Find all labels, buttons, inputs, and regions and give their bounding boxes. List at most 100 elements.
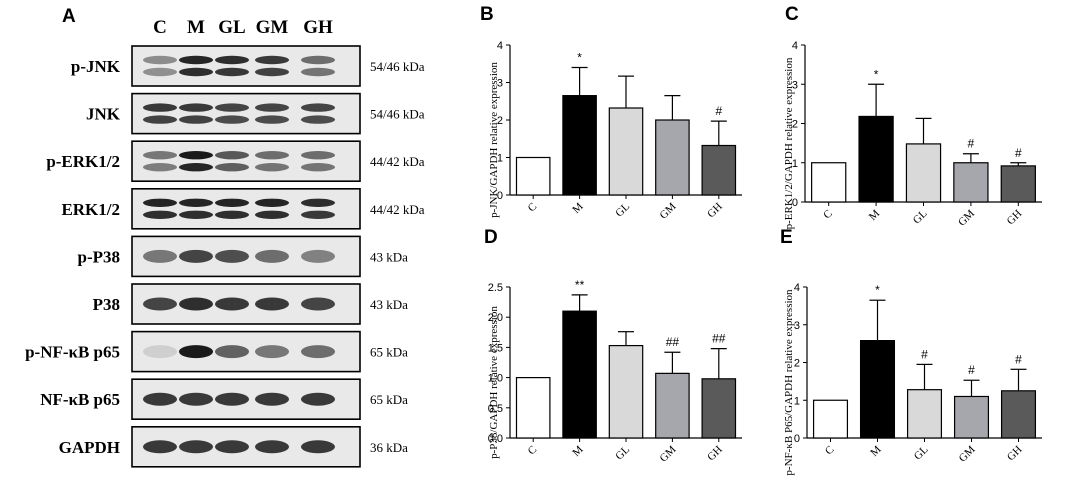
significance-marker: * <box>874 67 879 81</box>
blot-row-label: p-NF-κB p65 <box>25 343 120 362</box>
blot-band <box>301 67 335 77</box>
y-tick-label: 1 <box>497 153 503 165</box>
y-tick-label: 3 <box>794 320 800 332</box>
y-tick-label: 1 <box>794 395 800 407</box>
blot-band <box>301 392 335 406</box>
blot-band <box>179 55 213 65</box>
y-tick-label: 2 <box>497 115 503 127</box>
bar <box>905 143 942 203</box>
blot-band <box>215 67 249 77</box>
blot-row-label: JNK <box>86 105 121 124</box>
y-tick-label: 2.0 <box>488 312 503 324</box>
blot-band <box>255 163 289 172</box>
blot-band <box>179 67 213 77</box>
bar <box>859 340 896 439</box>
chart-panel-c: C 0 1 2 3 4 p-ERK1/2/GAPDH relative expression… <box>783 4 1042 229</box>
significance-marker: * <box>875 283 880 297</box>
blot-band <box>143 249 177 263</box>
blot-band <box>215 163 249 172</box>
y-tick-label: 4 <box>792 40 798 52</box>
blot-band <box>179 198 213 207</box>
blot-band <box>143 103 177 112</box>
blot-band <box>215 440 249 454</box>
molecular-weight-label: 54/46 kDa <box>370 59 425 74</box>
blot-membrane <box>131 188 361 230</box>
y-axis-label: p-JNK/GAPDH relative expression <box>488 62 500 218</box>
molecular-weight-label: 43 kDa <box>370 297 408 312</box>
blot-row-label: p-ERK1/2 <box>46 152 120 171</box>
y-tick-label: 1.0 <box>488 373 503 385</box>
y-tick-label: 4 <box>497 40 503 52</box>
molecular-weight-label: 36 kDa <box>370 440 408 455</box>
blot-band <box>255 210 289 219</box>
blot-band <box>143 440 177 454</box>
blot-band <box>179 163 213 172</box>
y-axis-label: p-ERK1/2/GAPDH relative expression <box>783 57 795 229</box>
molecular-weight-label: 44/42 kDa <box>370 154 425 169</box>
blot-band <box>179 345 213 359</box>
significance-marker: # <box>1015 352 1022 366</box>
blot-band <box>143 115 177 124</box>
blot-band <box>255 249 289 263</box>
blot-band <box>301 163 335 172</box>
blot-band <box>301 115 335 124</box>
blot-band <box>143 151 177 160</box>
x-tick-label: GL <box>912 443 931 462</box>
blot-row-label: GAPDH <box>59 438 120 457</box>
blot-band <box>301 151 335 160</box>
blot-row-label: ERK1/2 <box>61 200 120 219</box>
blot-band <box>179 103 213 112</box>
blot-band <box>301 103 335 112</box>
blot-band <box>143 345 177 359</box>
bar <box>953 162 989 203</box>
blot-band <box>215 249 249 263</box>
significance-marker: # <box>715 104 722 118</box>
x-tick-label: C <box>526 444 540 458</box>
bar <box>515 377 551 439</box>
blot-band <box>143 392 177 406</box>
blot-band <box>143 55 177 65</box>
molecular-weight-label: 54/46 kDa <box>370 107 425 122</box>
western-blot-panel: A C M GL GM GH p-JNK 54/46 kDa JNK 54/46 kDa p-ERK… <box>25 6 425 468</box>
x-tick-label: GM <box>957 443 978 464</box>
blot-band <box>215 151 249 160</box>
y-tick-label: 1.5 <box>488 342 503 354</box>
blot-band <box>179 210 213 219</box>
panel-letter-a: A <box>62 6 76 27</box>
blot-band <box>143 297 177 311</box>
panel-letter: D <box>484 227 498 248</box>
blot-membrane <box>131 45 361 87</box>
bar <box>1000 165 1036 203</box>
significance-marker: ** <box>575 278 585 292</box>
significance-marker: # <box>968 363 975 377</box>
x-tick-label: M <box>867 207 883 223</box>
bar <box>655 119 690 196</box>
lane-label: M <box>187 17 205 38</box>
significance-marker: # <box>921 347 928 361</box>
bar <box>608 344 644 439</box>
x-tick-label: C <box>821 208 835 222</box>
molecular-weight-label: 65 kDa <box>370 392 408 407</box>
panel-letter: B <box>480 4 494 25</box>
blot-band <box>255 198 289 207</box>
blot-band <box>301 198 335 207</box>
chart-panel-b: B 0 1 2 3 4 p-JNK/GAPDH relative expression C * M… <box>480 4 742 222</box>
x-tick-label: GH <box>1005 208 1025 228</box>
blot-band <box>215 55 249 65</box>
x-tick-label: GL <box>911 207 930 226</box>
blot-band <box>179 249 213 263</box>
blot-band <box>143 67 177 77</box>
bar <box>701 144 737 196</box>
blot-band <box>179 297 213 311</box>
chart-panel-d: D 0.0 0.5 1.0 1.5 2.0 2.5 p-P38/GAPDH relative … <box>484 227 742 465</box>
blot-row-label: P38 <box>93 295 120 314</box>
significance-marker: # <box>1015 146 1022 160</box>
blot-band <box>215 345 249 359</box>
panel-letter: E <box>780 227 793 248</box>
blot-row-label: p-JNK <box>71 57 121 76</box>
blot-band <box>301 440 335 454</box>
x-tick-label: GL <box>613 443 632 462</box>
y-axis-label: p-NF-κB P65/GAPDH relative expression <box>783 289 795 476</box>
molecular-weight-label: 44/42 kDa <box>370 202 425 217</box>
x-tick-label: M <box>570 443 586 459</box>
